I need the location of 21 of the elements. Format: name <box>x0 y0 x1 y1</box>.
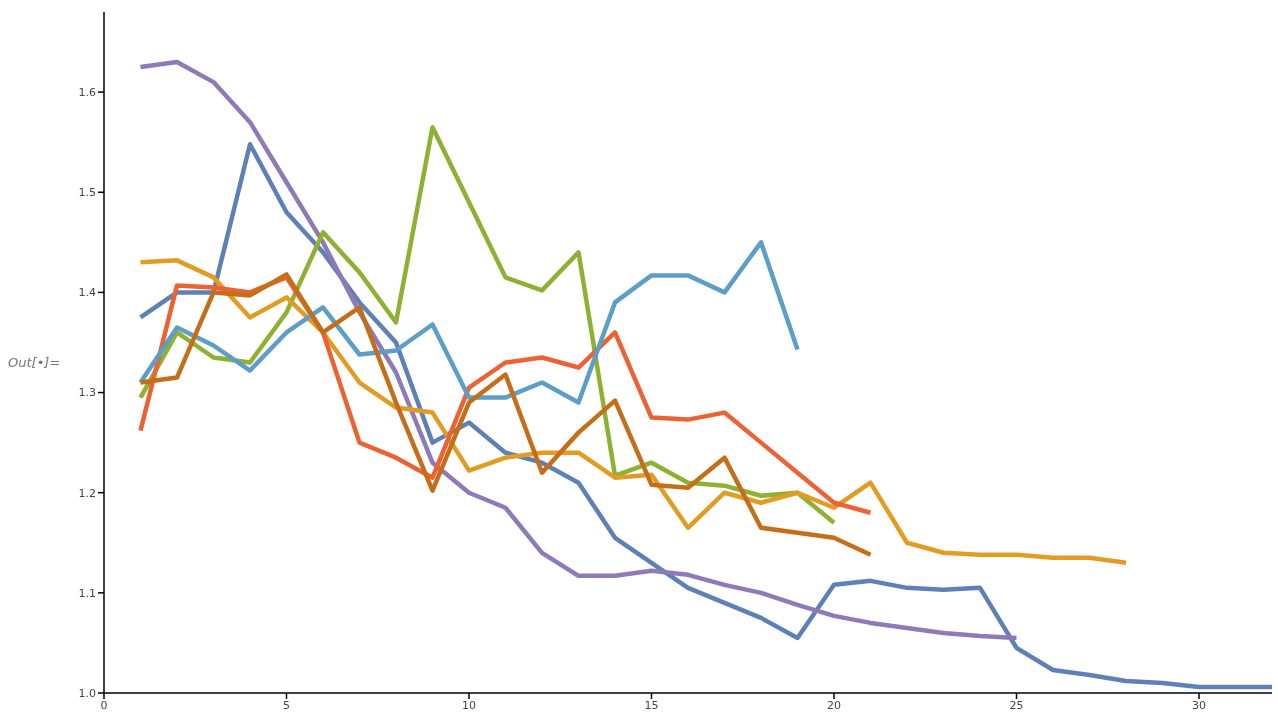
x-tick-label: 25 <box>1009 698 1024 712</box>
line-series <box>138 272 873 558</box>
x-tick-label: 10 <box>462 698 476 712</box>
line-series <box>138 124 837 525</box>
x-tick-label: 30 <box>1192 698 1206 712</box>
y-tick-label: 1.0 <box>78 686 96 700</box>
y-tick-label: 1.4 <box>78 286 96 300</box>
y-tick-label: 1.1 <box>78 586 96 600</box>
x-tick-label: 20 <box>827 698 841 712</box>
y-tick-label: 1.5 <box>78 186 96 200</box>
line-series <box>138 59 1019 641</box>
line-series <box>138 141 1272 690</box>
y-tick-label: 1.3 <box>78 386 96 400</box>
line-series <box>138 258 1129 566</box>
y-tick-label: 1.6 <box>78 86 96 100</box>
x-tick-label: 5 <box>283 698 290 712</box>
line-series <box>138 240 800 405</box>
text: Out[•]= <box>8 355 61 370</box>
x-tick-label: 0 <box>100 698 108 712</box>
x-tick-label: 15 <box>644 698 659 712</box>
y-tick-label: 1.2 <box>78 486 96 500</box>
